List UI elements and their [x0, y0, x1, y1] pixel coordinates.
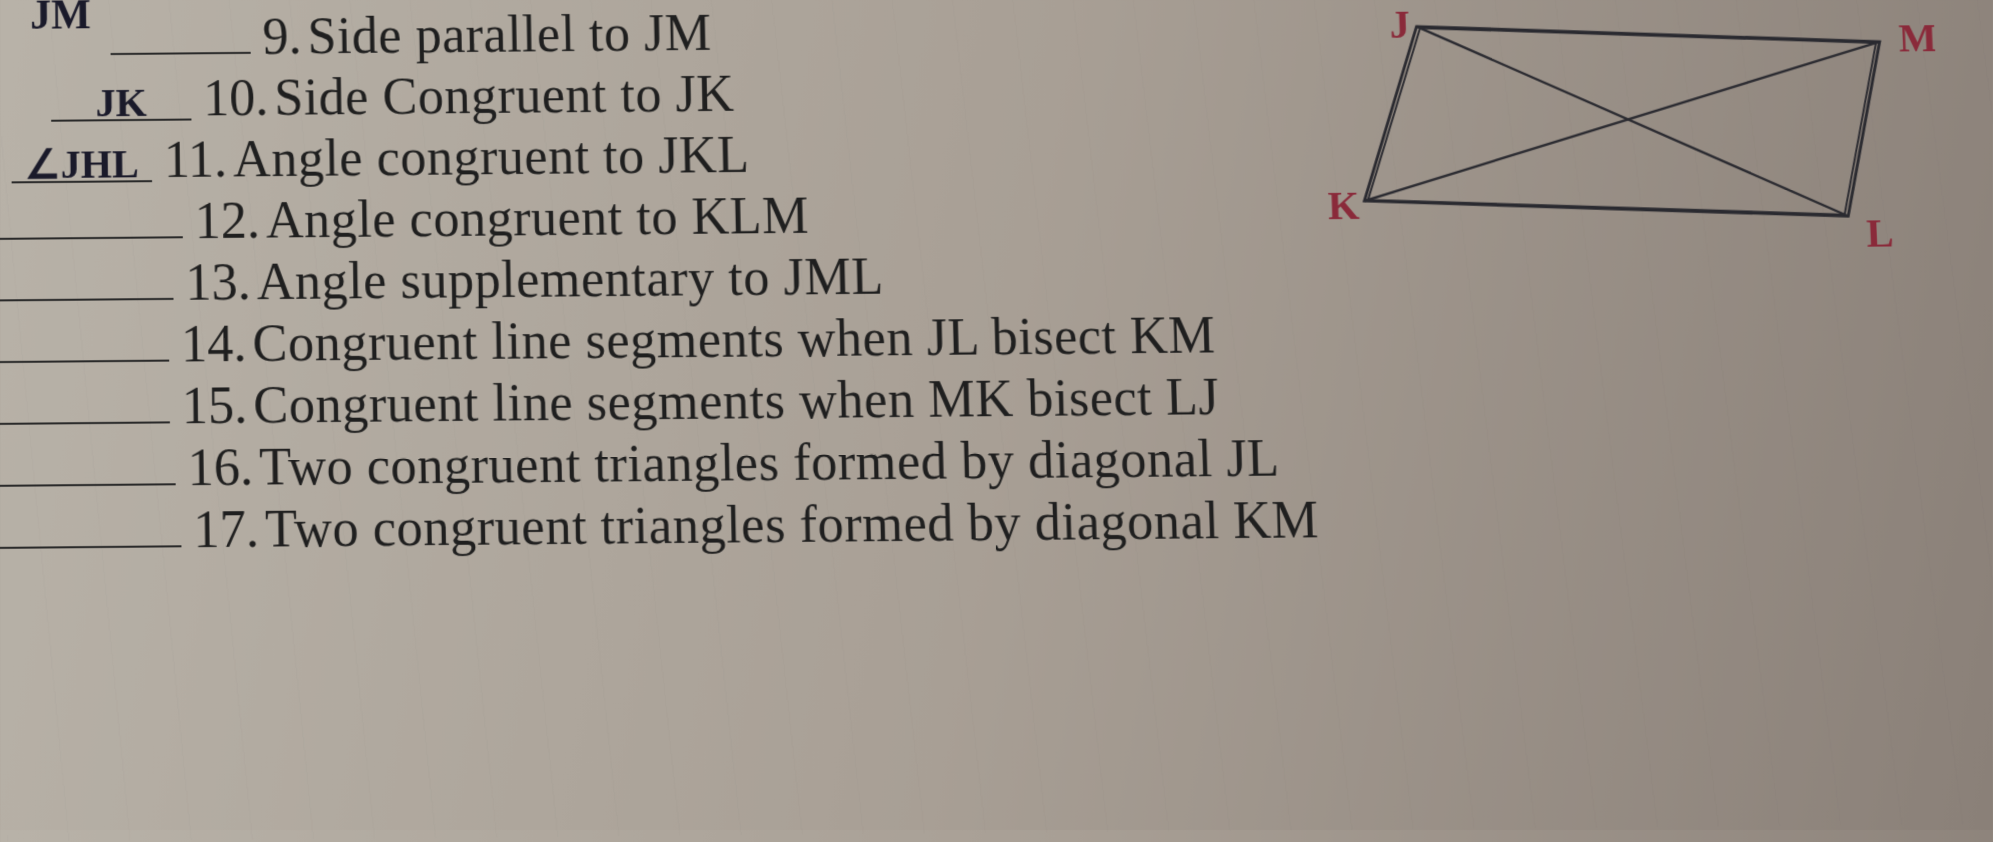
answer-blank[interactable] [0, 383, 170, 425]
vertex-label-l: L [1865, 210, 1894, 256]
question-text: Side parallel to JM [307, 4, 712, 67]
answer-blank[interactable] [0, 445, 176, 487]
question-number: 12. [194, 191, 260, 251]
answer-blank[interactable]: ∠JHL [11, 142, 152, 183]
question-text: Congruent line segments when JL bisect K… [252, 306, 1216, 374]
question-number: 15. [181, 376, 247, 436]
answer-blank[interactable]: JK [51, 80, 192, 121]
parallelogram-diagram: J M L K [1293, 0, 1944, 260]
answer-blank[interactable] [0, 321, 169, 363]
question-text: Angle congruent to KLM [266, 186, 810, 250]
partial-answer-top: JM [30, 0, 91, 40]
question-number: 11. [164, 130, 228, 190]
worksheet-page: JM uent to KL 9. Side parallel to JM JK … [0, 0, 1993, 842]
vertex-label-m: M [1898, 15, 1938, 60]
question-number: 13. [185, 253, 251, 313]
vertex-label-k: K [1327, 182, 1361, 228]
question-text: Two congruent triangles formed by diagon… [265, 490, 1320, 559]
answer-blank[interactable] [110, 14, 251, 55]
question-text: Angle congruent to JKL [233, 126, 750, 190]
answer-blank[interactable] [0, 507, 181, 549]
question-number: 10. [203, 69, 269, 129]
question-text: Two congruent triangles formed by diagon… [259, 429, 1281, 498]
answer-blank[interactable] [0, 260, 174, 302]
question-text: Angle supplementary to JML [256, 247, 884, 312]
parallelogram-svg: J M L K [1293, 0, 1944, 260]
question-number: 9. [262, 7, 302, 66]
question-number: 16. [187, 438, 253, 499]
vertex-label-j: J [1389, 2, 1411, 47]
question-text: Side Congruent to JK [274, 65, 735, 128]
question-number: 17. [193, 500, 259, 561]
answer-blank[interactable] [0, 198, 183, 240]
question-number: 14. [181, 314, 247, 374]
question-text: Congruent line segments when MK bisect L… [253, 368, 1220, 436]
